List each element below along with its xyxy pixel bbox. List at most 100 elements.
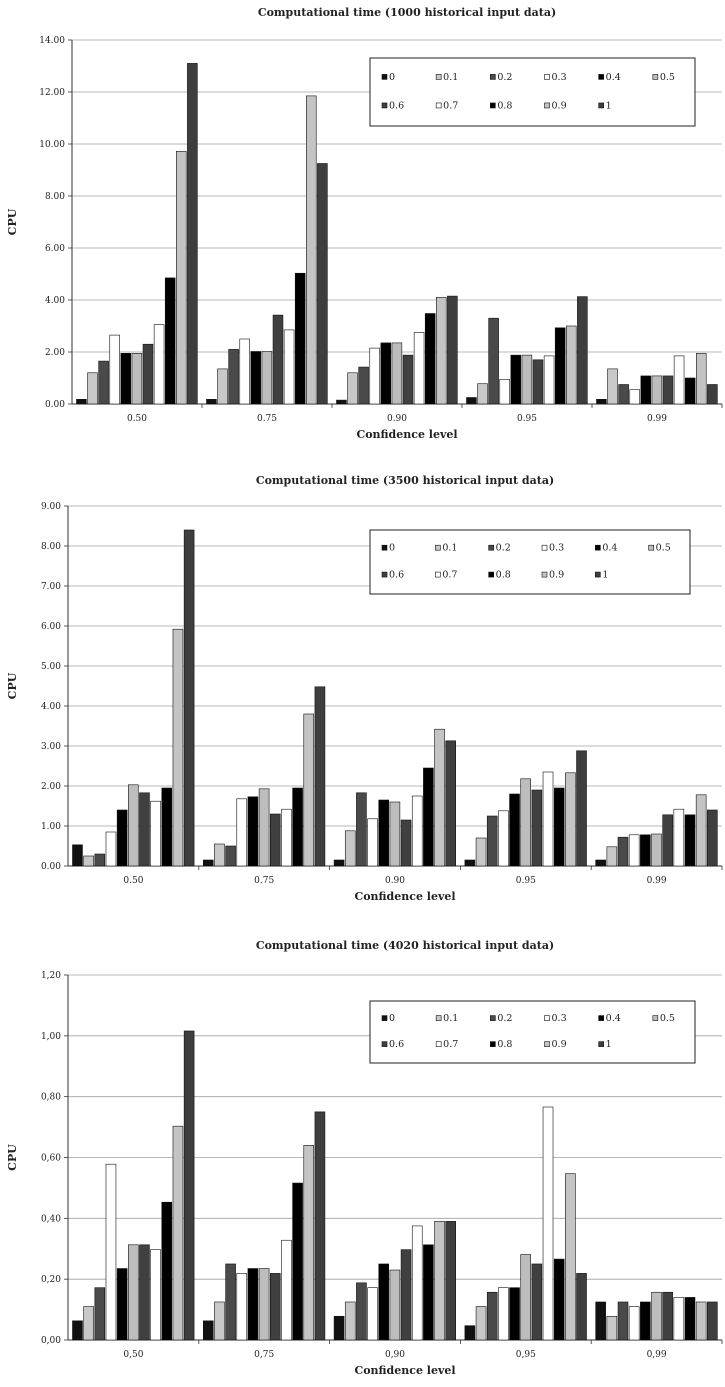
y-tick-label: 1,20 xyxy=(41,971,61,981)
bar xyxy=(424,313,436,405)
bar xyxy=(358,366,369,405)
bar xyxy=(128,784,139,867)
bar xyxy=(83,855,94,867)
bar xyxy=(553,787,565,867)
bar xyxy=(684,1297,696,1341)
x-tick-label: 0,95 xyxy=(516,1350,536,1360)
bar xyxy=(94,853,106,867)
bar xyxy=(640,1301,651,1341)
legend-swatch xyxy=(598,102,604,109)
bar xyxy=(684,377,696,405)
legend-label: 0.6 xyxy=(389,570,404,581)
bar xyxy=(651,1291,662,1341)
bar xyxy=(400,1249,412,1341)
bar xyxy=(356,1282,367,1341)
legend-box xyxy=(369,57,696,127)
x-tick-label: 0,99 xyxy=(647,1350,667,1360)
y-tick-label: 1.00 xyxy=(41,822,61,832)
bar xyxy=(206,399,217,405)
legend-swatch xyxy=(598,1015,604,1021)
bar xyxy=(281,1239,292,1341)
y-tick-label: 7.00 xyxy=(41,582,61,592)
legend-label: 0.3 xyxy=(549,543,564,554)
legend-label: 0.6 xyxy=(389,100,404,111)
bar xyxy=(628,1306,640,1341)
bar xyxy=(250,351,262,405)
bar xyxy=(434,1221,445,1341)
y-tick-label: 6.00 xyxy=(41,622,61,632)
bar xyxy=(606,1315,618,1341)
y-tick-label: 4.00 xyxy=(45,296,65,306)
bar xyxy=(617,1301,629,1341)
bar xyxy=(447,295,458,405)
bar xyxy=(400,819,412,867)
y-tick-label: 0.00 xyxy=(41,862,61,872)
bar xyxy=(314,686,326,867)
bar xyxy=(247,1268,259,1341)
bar xyxy=(344,830,356,867)
bar xyxy=(239,338,250,405)
bar xyxy=(217,368,228,405)
bar xyxy=(651,833,662,867)
bar xyxy=(640,834,651,867)
legend-swatch xyxy=(381,571,388,578)
bar xyxy=(673,808,685,867)
bar xyxy=(314,1111,326,1341)
chart-2: Computational time (3500 historical inpu… xyxy=(6,474,723,903)
bar xyxy=(684,814,696,867)
legend-label: 0.9 xyxy=(552,1039,567,1050)
bar xyxy=(367,1287,378,1341)
bar xyxy=(105,831,117,867)
bar xyxy=(466,397,477,405)
bar xyxy=(269,813,281,867)
legend-box xyxy=(369,529,691,595)
bar xyxy=(150,800,161,867)
bar xyxy=(303,713,315,867)
y-tick-label: 2.00 xyxy=(45,348,65,358)
legend-swatch xyxy=(544,102,550,109)
bar xyxy=(98,360,109,405)
y-tick-label: 3.00 xyxy=(41,742,61,752)
bar xyxy=(214,1301,225,1341)
legend-label: 0.6 xyxy=(389,1039,404,1050)
legend-swatch xyxy=(541,571,548,578)
bar xyxy=(673,355,685,405)
bar xyxy=(303,1145,315,1341)
legend-label: 0.4 xyxy=(602,543,617,554)
bar xyxy=(261,351,273,405)
y-tick-label: 1,00 xyxy=(41,1032,61,1042)
x-axis-label: Confidence level xyxy=(354,1364,455,1377)
y-tick-label: 0,80 xyxy=(41,1093,61,1103)
bar xyxy=(333,859,345,867)
legend-label: 1 xyxy=(602,570,608,581)
bar xyxy=(402,354,414,405)
bar xyxy=(488,317,499,405)
bar xyxy=(283,329,295,405)
bar xyxy=(595,1301,606,1341)
bar xyxy=(477,383,488,405)
x-tick-label: 0,90 xyxy=(385,1350,405,1360)
bar xyxy=(464,1325,476,1341)
legend-swatch xyxy=(435,571,441,578)
bar xyxy=(554,327,566,405)
bar xyxy=(378,799,390,867)
chart-1: Computational time (1000 historical inpu… xyxy=(6,6,723,441)
x-tick-label: 0,50 xyxy=(123,1350,143,1360)
legend-swatch xyxy=(435,544,441,551)
bar xyxy=(367,818,378,867)
legend-label: 0 xyxy=(389,72,395,83)
bar xyxy=(272,314,284,405)
bar xyxy=(258,788,270,867)
x-tick-label: 0.75 xyxy=(257,414,277,424)
chart-title: Computational time (1000 historical inpu… xyxy=(258,6,556,19)
bar xyxy=(566,325,577,405)
legend-label: 0.9 xyxy=(552,100,567,111)
legend-swatch xyxy=(544,74,550,80)
x-tick-label: 0,75 xyxy=(254,1350,274,1360)
bar xyxy=(543,355,555,405)
y-tick-label: 12.00 xyxy=(39,88,65,98)
bar xyxy=(628,834,640,867)
legend-swatch xyxy=(488,544,494,551)
bar xyxy=(333,1315,345,1341)
bar xyxy=(164,277,176,405)
